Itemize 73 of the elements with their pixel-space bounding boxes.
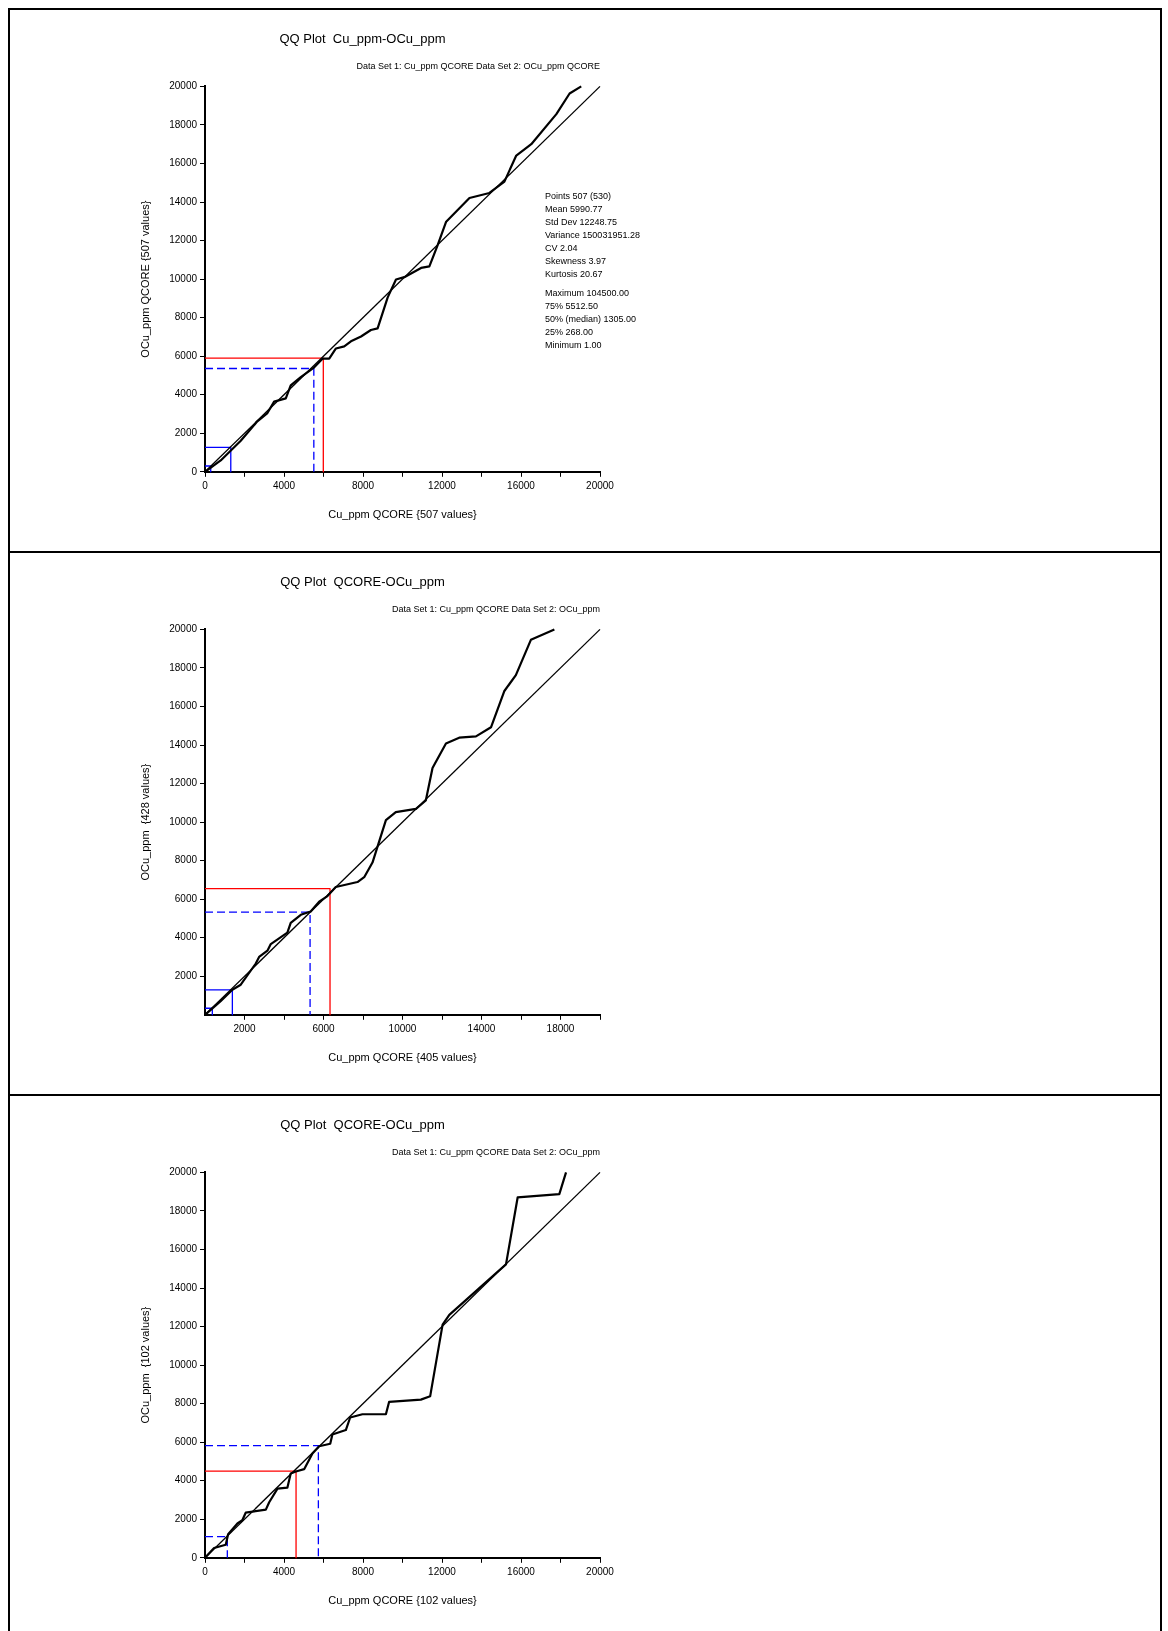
- chart-subtitle: Data Set 1: Cu_ppm QCORE Data Set 2: OCu_ppm: [391, 604, 600, 615]
- y-tick-label: 6000: [174, 349, 198, 361]
- y-tick-label: 10000: [169, 1358, 198, 1370]
- y-tick-label: 10000: [169, 815, 198, 827]
- x-tick-label: 4000: [272, 1565, 296, 1577]
- x-tick-label: 4000: [272, 479, 296, 491]
- y-tick-label: 18000: [169, 1204, 198, 1216]
- y-tick-label: 12000: [169, 234, 198, 246]
- annotation: CV 2.04: [545, 242, 578, 253]
- x-tick-label: 10000: [388, 1022, 417, 1034]
- chart-title: QQ Plot QCORE-OCu_ppm: [280, 1117, 445, 1133]
- annotation: 50% (median) 1305.00: [545, 313, 637, 324]
- y-tick-label: 2000: [174, 427, 198, 439]
- y-tick-label: 20000: [169, 80, 198, 92]
- annotation: Mean 5990.77: [545, 203, 603, 214]
- x-tick-label: 20000: [586, 479, 615, 491]
- x-axis-title: Cu_ppm QCORE {507 values}: [328, 508, 478, 521]
- y-tick-label: 8000: [174, 311, 198, 323]
- annotation: 75% 5512.50: [545, 300, 599, 311]
- y-tick-label: 2000: [174, 970, 198, 982]
- y-tick-label: 0: [191, 465, 198, 477]
- annotation: Maximum 104500.00: [545, 287, 630, 298]
- annotation: Std Dev 12248.75: [545, 216, 618, 227]
- y-tick-label: 4000: [174, 931, 198, 943]
- y-tick-label: 14000: [169, 1281, 198, 1293]
- y-tick-label: 4000: [174, 1474, 198, 1486]
- annotation: Kurtosis 20.67: [545, 268, 603, 279]
- y-tick-label: 12000: [169, 777, 198, 789]
- y-tick-label: 20000: [169, 623, 198, 635]
- chart-subtitle: Data Set 1: Cu_ppm QCORE Data Set 2: OCu_ppm QCORE: [356, 61, 600, 72]
- y-tick-label: 6000: [174, 1435, 198, 1447]
- chart-title: QQ Plot Cu_ppm-OCu_ppm: [279, 31, 446, 47]
- y-axis-title: OCu_ppm QCORE {507 values}: [138, 200, 151, 358]
- x-tick-label: 6000: [312, 1022, 336, 1034]
- y-tick-label: 4000: [174, 388, 198, 400]
- chart-subtitle: Data Set 1: Cu_ppm QCORE Data Set 2: OCu_ppm: [391, 1147, 600, 1158]
- x-axis-title: Cu_ppm QCORE {405 values}: [328, 1051, 478, 1064]
- x-tick-label: 14000: [467, 1022, 496, 1034]
- y-tick-label: 20000: [169, 1166, 198, 1178]
- annotation: Skewness 3.97: [545, 255, 607, 266]
- annotation: 25% 268.00: [545, 326, 594, 337]
- x-tick-label: 8000: [351, 1565, 375, 1577]
- x-tick-label: 2000: [233, 1022, 257, 1034]
- y-axis-title: OCu_ppm {102 values}: [138, 1306, 151, 1424]
- y-tick-label: 16000: [169, 157, 198, 169]
- y-axis-title: OCu_ppm {428 values}: [138, 763, 151, 881]
- y-tick-label: 8000: [174, 854, 198, 866]
- x-axis-title: Cu_ppm QCORE {102 values}: [328, 1594, 478, 1607]
- x-tick-label: 12000: [428, 479, 457, 491]
- y-tick-label: 18000: [169, 118, 198, 130]
- y-tick-label: 16000: [169, 700, 198, 712]
- y-tick-label: 14000: [169, 195, 198, 207]
- y-tick-label: 16000: [169, 1243, 198, 1255]
- y-tick-label: 0: [191, 1551, 198, 1563]
- x-tick-label: 20000: [586, 1565, 615, 1577]
- x-tick-label: 8000: [351, 479, 375, 491]
- chart-title: QQ Plot QCORE-OCu_ppm: [280, 574, 445, 590]
- annotation: Minimum 1.00: [545, 339, 602, 350]
- y-tick-label: 14000: [169, 738, 198, 750]
- y-tick-label: 12000: [169, 1320, 198, 1332]
- x-tick-label: 18000: [546, 1022, 575, 1034]
- y-tick-label: 2000: [174, 1513, 198, 1525]
- x-tick-label: 16000: [507, 1565, 536, 1577]
- x-tick-label: 0: [202, 1565, 209, 1577]
- x-tick-label: 16000: [507, 479, 536, 491]
- x-tick-label: 0: [202, 479, 209, 491]
- annotation: Points 507 (530): [545, 190, 612, 201]
- annotation: Variance 150031951.28: [545, 229, 640, 240]
- y-tick-label: 18000: [169, 661, 198, 673]
- x-tick-label: 12000: [428, 1565, 457, 1577]
- y-tick-label: 6000: [174, 892, 198, 904]
- y-tick-label: 10000: [169, 272, 198, 284]
- y-tick-label: 8000: [174, 1397, 198, 1409]
